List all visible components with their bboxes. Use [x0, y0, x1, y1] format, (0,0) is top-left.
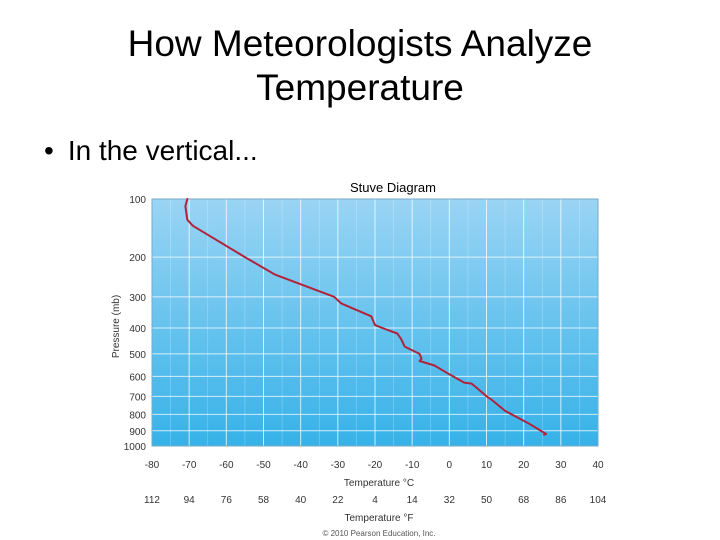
x-tick-label: -10: [405, 460, 420, 471]
x-secondary-tick-label: 14: [407, 495, 419, 506]
y-tick-label: 600: [129, 372, 146, 383]
x-secondary-tick-label: 58: [258, 495, 270, 506]
x-tick-label: -70: [182, 460, 197, 471]
x-secondary-tick-label: 112: [144, 495, 160, 506]
y-tick-label: 1000: [124, 442, 147, 453]
y-axis-label: Pressure (mb): [111, 295, 122, 358]
x-secondary-tick-label: 94: [184, 495, 196, 506]
y-tick-label: 400: [129, 324, 146, 335]
y-tick-label: 200: [129, 253, 146, 264]
y-tick-label: 500: [129, 350, 146, 361]
x-secondary-tick-label: 22: [332, 495, 344, 506]
x-tick-label: -30: [331, 460, 346, 471]
slide-title: How Meteorologists Analyze Temperature: [0, 22, 720, 110]
x-tick-label: -60: [219, 460, 234, 471]
labels-group: Stuve Diagram100200300400500600700800900…: [111, 180, 607, 538]
y-tick-label: 900: [129, 427, 146, 438]
chart-title: Stuve Diagram: [350, 180, 436, 195]
plot-frame: [151, 198, 599, 447]
x-secondary-tick-label: 76: [221, 495, 233, 506]
y-tick-label: 300: [129, 293, 146, 304]
x-tick-label: 0: [447, 460, 453, 471]
y-tick-label: 800: [129, 410, 146, 421]
series-group: [184, 198, 547, 436]
y-tick-label: 100: [129, 195, 146, 206]
bullet-point: • In the vertical...: [44, 134, 258, 168]
temperature-profile-line: [184, 198, 547, 436]
grid-group: [151, 198, 599, 447]
x-secondary-tick-label: 40: [295, 495, 307, 506]
x-tick-label: -50: [256, 460, 271, 471]
x-tick-label: 40: [592, 460, 604, 471]
slide-title-line-1: How Meteorologists Analyze: [127, 23, 593, 64]
x-secondary-axis-label: Temperature °F: [344, 513, 413, 524]
x-tick-label: 20: [518, 460, 530, 471]
x-secondary-tick-label: 50: [481, 495, 493, 506]
x-tick-label: -40: [293, 460, 308, 471]
x-tick-label: 10: [481, 460, 493, 471]
bullet-text: In the vertical...: [67, 135, 258, 166]
x-tick-label: -80: [145, 460, 160, 471]
x-tick-label: 30: [555, 460, 567, 471]
x-tick-label: -20: [368, 460, 383, 471]
x-secondary-tick-label: 32: [444, 495, 456, 506]
slide-title-line-2: Temperature: [256, 67, 464, 108]
x-secondary-tick-label: 86: [555, 495, 567, 506]
bullet-dot: •: [44, 135, 54, 166]
x-axis-label: Temperature °C: [344, 478, 414, 489]
x-secondary-tick-label: 104: [590, 495, 607, 506]
copyright-text: © 2010 Pearson Education, Inc.: [322, 529, 435, 538]
x-secondary-tick-label: 4: [372, 495, 378, 506]
x-secondary-tick-label: 68: [518, 495, 530, 506]
y-tick-label: 700: [129, 392, 146, 403]
